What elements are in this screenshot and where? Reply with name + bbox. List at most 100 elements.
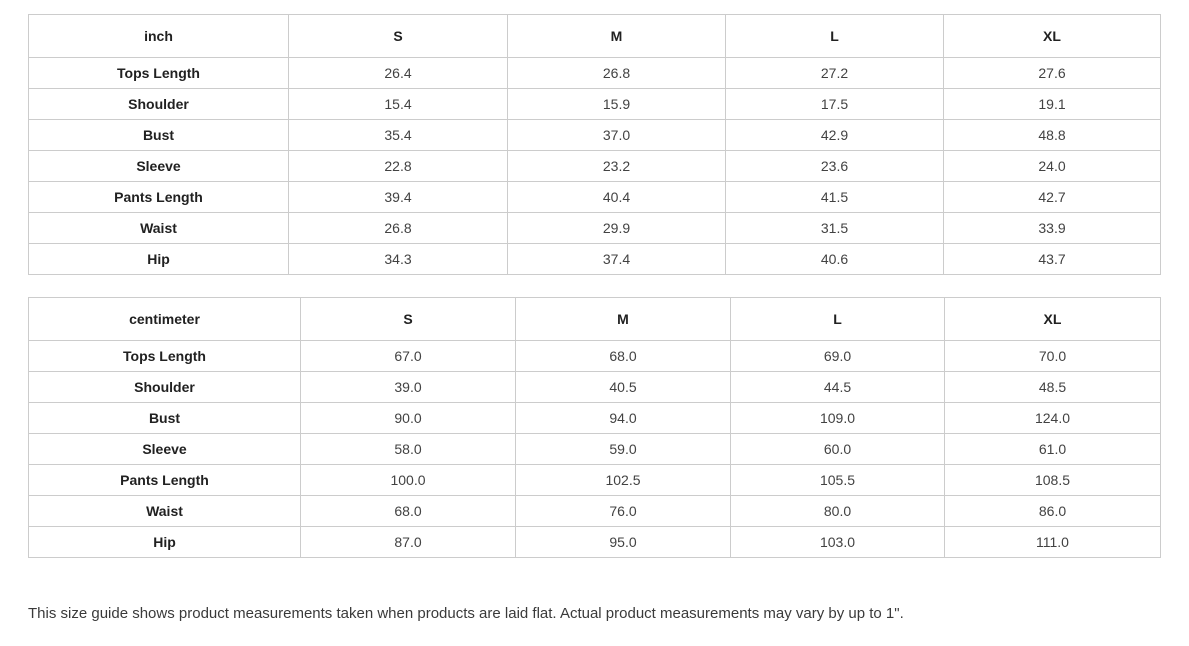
measurement-value: 19.1 [943, 88, 1161, 120]
table-row: Pants Length 100.0 102.5 105.5 108.5 [28, 464, 1161, 496]
size-column-header: XL [943, 14, 1161, 58]
measurement-label: Hip [28, 526, 301, 558]
measurement-value: 59.0 [515, 433, 731, 465]
measurement-value: 68.0 [300, 495, 516, 527]
measurement-value: 76.0 [515, 495, 731, 527]
measurement-value: 103.0 [730, 526, 945, 558]
measurement-value: 15.9 [507, 88, 726, 120]
measurement-value: 23.2 [507, 150, 726, 182]
measurement-value: 100.0 [300, 464, 516, 496]
measurement-value: 102.5 [515, 464, 731, 496]
table-row: Sleeve 22.8 23.2 23.6 24.0 [28, 150, 1161, 182]
measurement-label: Waist [28, 212, 289, 244]
measurement-value: 24.0 [943, 150, 1161, 182]
measurement-value: 34.3 [288, 243, 508, 275]
size-column-header: M [507, 14, 726, 58]
table-row: Pants Length 39.4 40.4 41.5 42.7 [28, 181, 1161, 213]
measurement-label: Bust [28, 119, 289, 151]
size-table-centimeter-body: Tops Length 67.0 68.0 69.0 70.0 Shoulder 39.0 4… [28, 340, 1161, 558]
measurement-value: 69.0 [730, 340, 945, 372]
measurement-value: 48.5 [944, 371, 1161, 403]
measurement-label: Bust [28, 402, 301, 434]
measurement-value: 40.5 [515, 371, 731, 403]
measurement-value: 108.5 [944, 464, 1161, 496]
table-row: Hip 34.3 37.4 40.6 43.7 [28, 243, 1161, 275]
measurement-value: 42.9 [725, 119, 944, 151]
size-column-header: M [515, 297, 731, 341]
measurement-value: 39.4 [288, 181, 508, 213]
measurement-value: 68.0 [515, 340, 731, 372]
table-row: Tops Length 67.0 68.0 69.0 70.0 [28, 340, 1161, 372]
measurement-value: 95.0 [515, 526, 731, 558]
size-table-centimeter-header: centimeter S M L XL [28, 297, 1161, 341]
measurement-value: 39.0 [300, 371, 516, 403]
measurement-value: 31.5 [725, 212, 944, 244]
table-row: Shoulder 15.4 15.9 17.5 19.1 [28, 88, 1161, 120]
measurement-label: Shoulder [28, 88, 289, 120]
measurement-value: 26.8 [288, 212, 508, 244]
measurement-label: Tops Length [28, 57, 289, 89]
measurement-label: Hip [28, 243, 289, 275]
measurement-value: 70.0 [944, 340, 1161, 372]
table-row: Hip 87.0 95.0 103.0 111.0 [28, 526, 1161, 558]
measurement-label: Waist [28, 495, 301, 527]
measurement-value: 41.5 [725, 181, 944, 213]
measurement-value: 67.0 [300, 340, 516, 372]
table-row: Tops Length 26.4 26.8 27.2 27.6 [28, 57, 1161, 89]
table-row: Waist 68.0 76.0 80.0 86.0 [28, 495, 1161, 527]
measurement-value: 27.2 [725, 57, 944, 89]
measurement-value: 111.0 [944, 526, 1161, 558]
unit-header: centimeter [28, 297, 301, 341]
size-column-header: L [725, 14, 944, 58]
measurement-value: 86.0 [944, 495, 1161, 527]
measurement-value: 58.0 [300, 433, 516, 465]
measurement-label: Shoulder [28, 371, 301, 403]
table-row: Waist 26.8 29.9 31.5 33.9 [28, 212, 1161, 244]
measurement-value: 124.0 [944, 402, 1161, 434]
measurement-value: 105.5 [730, 464, 945, 496]
size-guide-section: inch S M L XL Tops Length 26.4 26.8 27.2 27.6 Sho… [28, 14, 1161, 622]
measurement-value: 37.4 [507, 243, 726, 275]
header-row: inch S M L XL [28, 14, 1161, 58]
size-column-header: XL [944, 297, 1161, 341]
table-row: Shoulder 39.0 40.5 44.5 48.5 [28, 371, 1161, 403]
size-table-inch: inch S M L XL Tops Length 26.4 26.8 27.2 27.6 Sho… [28, 14, 1161, 275]
table-row: Bust 35.4 37.0 42.9 48.8 [28, 119, 1161, 151]
measurement-value: 22.8 [288, 150, 508, 182]
measurement-value: 15.4 [288, 88, 508, 120]
measurement-value: 26.4 [288, 57, 508, 89]
measurement-value: 80.0 [730, 495, 945, 527]
measurement-value: 109.0 [730, 402, 945, 434]
size-column-header: S [300, 297, 516, 341]
size-table-centimeter: centimeter S M L XL Tops Length 67.0 68.0 69.0 7… [28, 297, 1161, 558]
size-table-inch-body: Tops Length 26.4 26.8 27.2 27.6 Shoulder 15.4 1… [28, 57, 1161, 275]
header-row: centimeter S M L XL [28, 297, 1161, 341]
size-column-header: S [288, 14, 508, 58]
measurement-value: 35.4 [288, 119, 508, 151]
measurement-value: 37.0 [507, 119, 726, 151]
measurement-value: 40.6 [725, 243, 944, 275]
measurement-label: Sleeve [28, 433, 301, 465]
measurement-value: 43.7 [943, 243, 1161, 275]
size-table-inch-header: inch S M L XL [28, 14, 1161, 58]
measurement-value: 48.8 [943, 119, 1161, 151]
measurement-value: 94.0 [515, 402, 731, 434]
measurement-value: 26.8 [507, 57, 726, 89]
measurement-label: Pants Length [28, 464, 301, 496]
measurement-value: 33.9 [943, 212, 1161, 244]
measurement-value: 23.6 [725, 150, 944, 182]
measurement-value: 90.0 [300, 402, 516, 434]
measurement-value: 87.0 [300, 526, 516, 558]
measurement-value: 27.6 [943, 57, 1161, 89]
measurement-value: 61.0 [944, 433, 1161, 465]
measurement-value: 29.9 [507, 212, 726, 244]
unit-header: inch [28, 14, 289, 58]
measurement-value: 40.4 [507, 181, 726, 213]
measurement-value: 60.0 [730, 433, 945, 465]
table-row: Sleeve 58.0 59.0 60.0 61.0 [28, 433, 1161, 465]
measurement-label: Sleeve [28, 150, 289, 182]
size-column-header: L [730, 297, 945, 341]
measurement-label: Tops Length [28, 340, 301, 372]
measurement-value: 44.5 [730, 371, 945, 403]
measurement-label: Pants Length [28, 181, 289, 213]
